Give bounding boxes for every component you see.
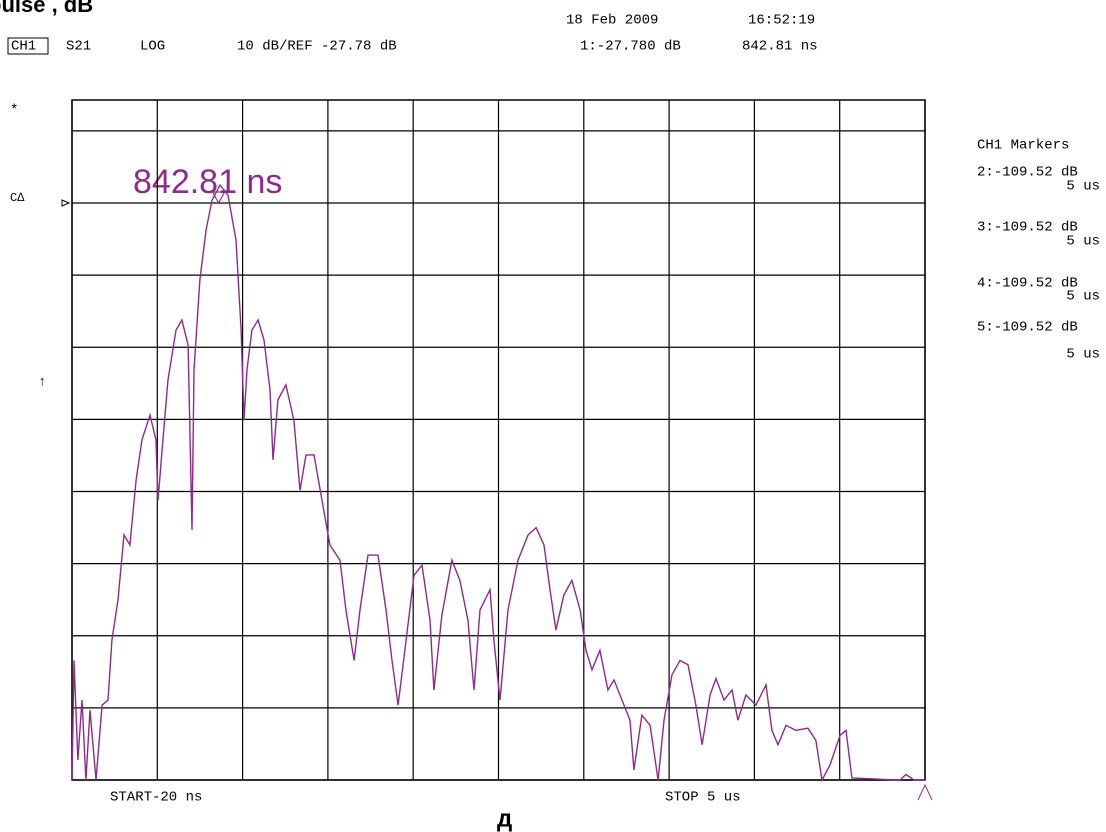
date: 18 Feb 2009	[566, 13, 658, 29]
marker-entry-time: 5 us	[1066, 347, 1100, 363]
end-glyph	[917, 783, 933, 801]
format: LOG	[140, 39, 165, 55]
marker-entry: 2:-109.52 dB	[977, 165, 1078, 181]
start-label: START-20 ns	[110, 790, 202, 806]
channel-box	[7, 37, 49, 55]
marker-entry-time: 5 us	[1066, 234, 1100, 250]
side-symbol: ↑	[38, 375, 46, 391]
trace	[71, 183, 925, 783]
marker-entry: 5:-109.52 dB	[977, 320, 1078, 336]
marker-entry: 4:-109.52 dB	[977, 276, 1078, 292]
marker-entry-time: 5 us	[1066, 179, 1100, 195]
chart-title: pulse , dB	[0, 0, 93, 17]
time: 16:52:19	[748, 13, 815, 29]
marker-entry-time: 5 us	[1066, 289, 1100, 305]
stop-label: STOP 5 us	[665, 790, 741, 806]
parameter: S21	[66, 39, 91, 55]
marker-readout: 1:-27.780 dB	[580, 39, 681, 55]
scale: 10 dB/REF -27.78 dB	[237, 39, 397, 55]
caption: д	[497, 805, 512, 832]
marker-entry: 3:-109.52 dB	[977, 220, 1078, 236]
marker-annotation: 842.81 ns	[133, 163, 282, 201]
side-symbol: C∆	[10, 191, 25, 205]
marker-time: 842.81 ns	[742, 39, 818, 55]
channel: CH1	[11, 39, 36, 55]
side-symbol: *	[10, 103, 18, 119]
markers-title: CH1 Markers	[977, 138, 1069, 154]
ref-pointer	[61, 199, 71, 207]
marker	[211, 191, 226, 205]
